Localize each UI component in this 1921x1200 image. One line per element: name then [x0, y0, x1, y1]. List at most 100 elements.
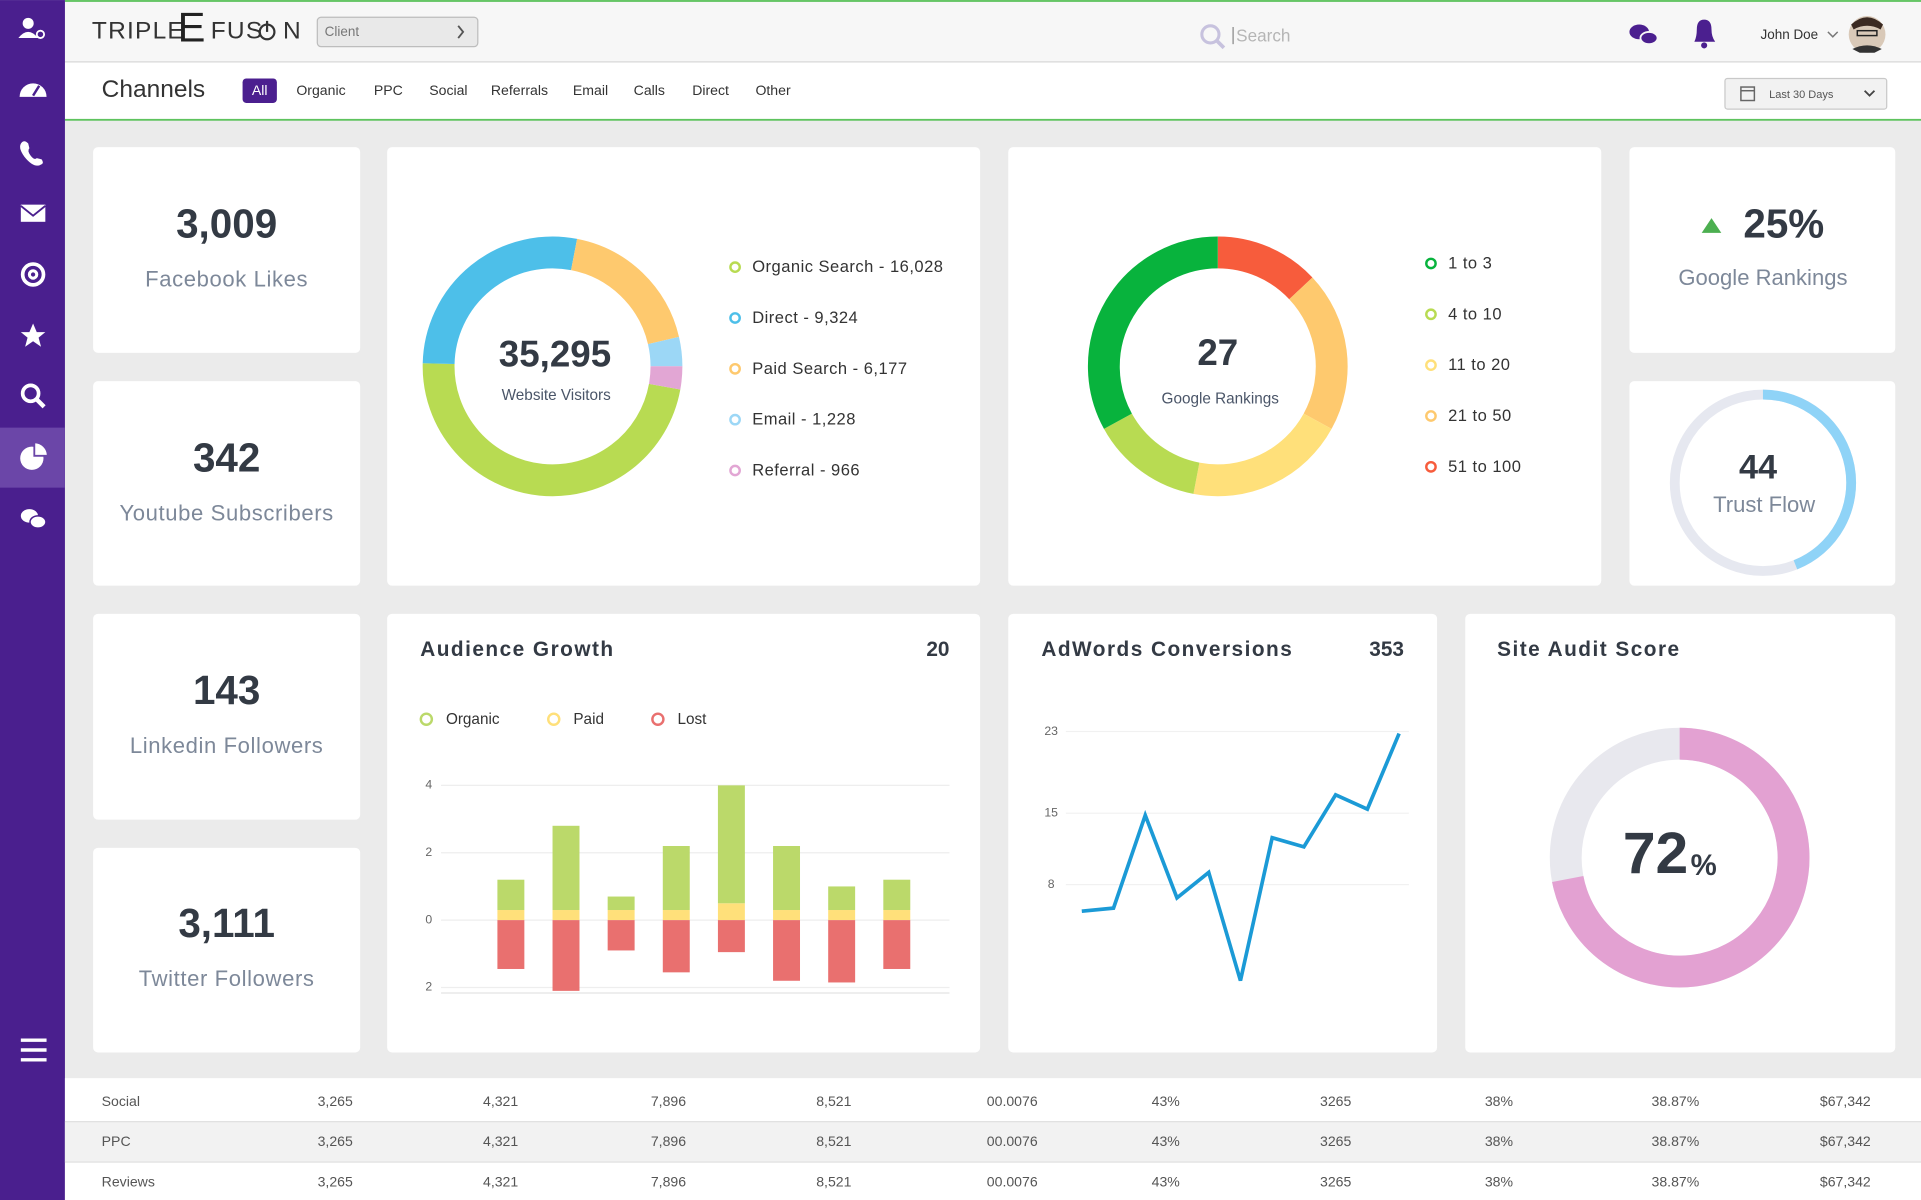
legend-label: Lost	[677, 711, 707, 728]
bar	[497, 920, 525, 969]
user-name[interactable]: John Doe	[1761, 27, 1819, 42]
audience-total: 20	[926, 638, 949, 661]
bar	[883, 920, 911, 969]
legend-label: 51 to 100	[1448, 457, 1521, 476]
y-tick-label: 2	[425, 980, 432, 994]
avatar[interactable]	[1848, 15, 1886, 53]
table-cell: 3,265	[318, 1133, 353, 1149]
table-cell: 4,321	[483, 1133, 518, 1149]
adwords-total: 353	[1369, 638, 1404, 661]
stat-card	[93, 613, 361, 820]
email-icon[interactable]	[20, 204, 46, 222]
nav-bar	[64, 62, 1921, 121]
dashboard-icon[interactable]	[19, 83, 47, 97]
logo-text: TRIPLE	[92, 17, 185, 44]
audience-title: Audience Growth	[420, 638, 614, 661]
table-cell: 00.0076	[987, 1174, 1038, 1190]
bar	[662, 920, 690, 973]
date-range[interactable]: Last 30 Days	[1724, 77, 1888, 110]
tab[interactable]: Referrals	[491, 82, 548, 98]
legend-label: Paid Search - 6,177	[752, 359, 907, 378]
legend-marker	[651, 712, 665, 726]
table-cell: $67,342	[1820, 1133, 1871, 1149]
chat-icon[interactable]	[20, 509, 47, 529]
reviews-icon[interactable]	[20, 323, 46, 347]
legend-label: 1 to 3	[1448, 253, 1492, 272]
tab[interactable]: PPC	[374, 82, 403, 98]
y-tick-label: 15	[1044, 805, 1058, 819]
audience-card	[387, 613, 981, 1053]
audit-card	[1465, 613, 1896, 1053]
tab[interactable]: Email	[573, 82, 608, 98]
table-cell: 43%	[1152, 1133, 1181, 1149]
table-row-label: Social	[102, 1093, 140, 1109]
page-title: Channels	[102, 76, 206, 103]
legend-marker	[1425, 257, 1437, 270]
table-cell: 43%	[1152, 1093, 1181, 1109]
bar	[883, 879, 911, 911]
audit-unit: %	[1691, 849, 1717, 882]
tab[interactable]: Other	[755, 82, 791, 98]
table-cell: 00.0076	[987, 1133, 1038, 1149]
table-row-label: PPC	[102, 1133, 131, 1149]
trust-flow-label: Trust Flow	[1713, 492, 1815, 517]
menu-icon[interactable]	[20, 1038, 47, 1062]
legend-marker	[1425, 460, 1437, 473]
y-tick-label: 4	[425, 778, 432, 792]
legend-label: 4 to 10	[1448, 304, 1502, 323]
search[interactable]: Search	[1200, 24, 1291, 50]
bar	[773, 846, 801, 911]
legend-marker	[729, 261, 741, 274]
mentions-icon[interactable]	[20, 262, 46, 287]
legend-marker	[729, 362, 741, 375]
adwords-title: AdWords Conversions	[1041, 638, 1293, 661]
client-select[interactable]: Client	[316, 16, 479, 48]
table-cell: 3265	[1320, 1093, 1351, 1109]
table-divider	[64, 1121, 1921, 1123]
search-placeholder: Search	[1236, 25, 1290, 45]
messages-icon[interactable]	[1629, 24, 1659, 46]
table-cell: 3265	[1320, 1133, 1351, 1149]
client-label: Client	[325, 24, 360, 39]
users-icon[interactable]	[18, 17, 46, 39]
nav-border	[64, 118, 1921, 121]
legend-label: 11 to 20	[1448, 355, 1510, 374]
legend-marker	[729, 312, 741, 324]
stat-label: Facebook Likes	[145, 266, 308, 291]
trust-flow-value: 44	[1739, 448, 1777, 486]
legend-label: 21 to 50	[1448, 406, 1512, 425]
legend-label: Referral - 966	[752, 460, 860, 479]
table-cell: 38%	[1485, 1174, 1514, 1190]
tab[interactable]: Direct	[692, 82, 729, 98]
bar	[662, 910, 690, 921]
seo-icon[interactable]	[20, 383, 46, 409]
bar	[773, 920, 801, 981]
table-cell: 7,896	[651, 1133, 686, 1149]
logo-icon	[258, 20, 276, 41]
trust-flow-arc	[1762, 389, 1857, 570]
donut-segment	[422, 363, 681, 497]
y-tick-label: 2	[425, 845, 432, 859]
tab[interactable]: Organic	[296, 82, 345, 98]
rankings-value: 27	[1197, 332, 1238, 373]
bar	[883, 910, 911, 921]
reports-icon[interactable]	[20, 441, 49, 470]
tab[interactable]: Calls	[634, 82, 665, 98]
bar	[773, 910, 801, 921]
stat-value: 3,111	[178, 900, 275, 946]
tab[interactable]: All	[252, 82, 268, 98]
adwords-card	[1008, 613, 1438, 1053]
table-cell: 7,896	[651, 1174, 686, 1190]
table-cell: 38%	[1485, 1093, 1514, 1109]
bar	[828, 886, 856, 911]
table-cell: 00.0076	[987, 1093, 1038, 1109]
bar	[828, 920, 856, 983]
notifications-icon[interactable]	[1694, 19, 1716, 49]
donut-segment	[422, 236, 578, 365]
up-arrow	[1701, 218, 1722, 233]
calls-icon[interactable]	[20, 141, 43, 166]
tab[interactable]: Social	[429, 82, 467, 98]
line-series	[1081, 732, 1401, 982]
header-divider	[64, 61, 1921, 63]
